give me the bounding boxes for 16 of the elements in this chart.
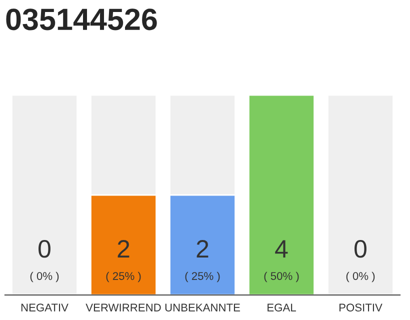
data-label: 0 (38, 240, 50, 258)
data-label: 0 (354, 240, 366, 258)
x-tick-label: UNBEKANNTE (165, 304, 240, 312)
x-tick-label: VERWIRREND (86, 304, 161, 312)
annotation: ( 50% ) (264, 272, 299, 282)
x-tick-label: EGAL (268, 304, 296, 312)
annotation: ( 25% ) (185, 272, 220, 282)
data-label: 2 (196, 240, 208, 258)
data-label: 4 (275, 240, 288, 258)
chart-title: 035144526 (6, 8, 157, 30)
annotation: ( 0% ) (30, 272, 59, 282)
x-tick-label: NEGATIV (21, 304, 68, 312)
data-label: 2 (118, 240, 130, 258)
x-tick-label: POSITIV (339, 304, 382, 312)
annotation: ( 0% ) (346, 272, 375, 282)
annotation: ( 25% ) (106, 272, 141, 282)
